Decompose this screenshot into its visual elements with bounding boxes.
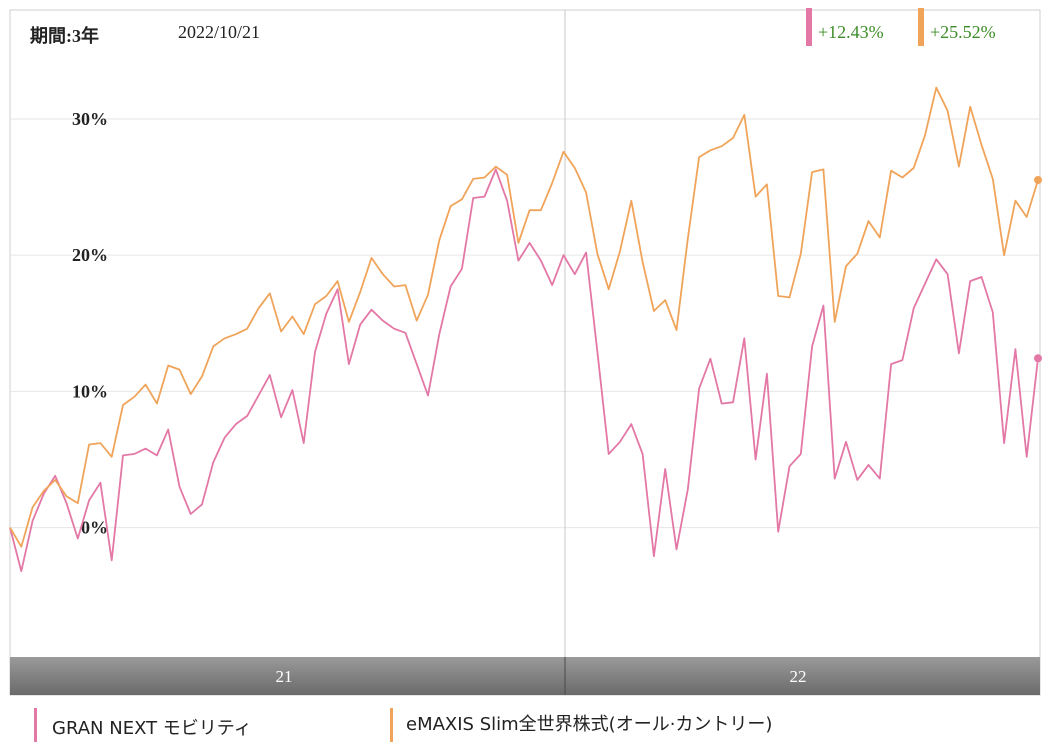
- x-axis-label-21: 21: [276, 667, 293, 686]
- grid-lines: [10, 118, 1040, 529]
- return-value-gran-next: +12.43%: [818, 22, 884, 42]
- return-value-emaxis: +25.52%: [930, 22, 996, 42]
- return-swatch-gran-next: [806, 8, 812, 46]
- legend-label-emaxis: eMAXIS Slim全世界株式(オール·カントリー): [406, 714, 773, 735]
- series-end-marker-1: [1034, 175, 1042, 184]
- series-line-1: [9, 86, 1039, 548]
- x-axis-band: 21 22: [10, 657, 1040, 695]
- plot-area-border: [9, 9, 1041, 696]
- y-tick-label: 20%: [72, 245, 108, 265]
- legend-label-gran-next: GRAN NEXT モビリティ: [52, 718, 252, 739]
- date-label: 2022/10/21: [178, 22, 261, 42]
- legend-swatch-emaxis: [390, 708, 393, 742]
- y-tick-label: 10%: [72, 381, 108, 401]
- series-end-marker-0: [1034, 354, 1042, 363]
- x-axis-band-background: [10, 657, 1040, 695]
- return-swatch-emaxis: [918, 8, 924, 46]
- y-tick-label: 30%: [72, 109, 108, 129]
- series-line-0: [9, 168, 1039, 573]
- y-tick-label: 0%: [81, 518, 108, 538]
- period-label: 期間:3年: [30, 26, 99, 46]
- series-lines: [9, 86, 1042, 573]
- legend-swatch-gran-next: [34, 708, 37, 742]
- x-axis-label-22: 22: [790, 667, 807, 686]
- y-axis-ticks: 0% 10% 20% 30%: [72, 109, 108, 538]
